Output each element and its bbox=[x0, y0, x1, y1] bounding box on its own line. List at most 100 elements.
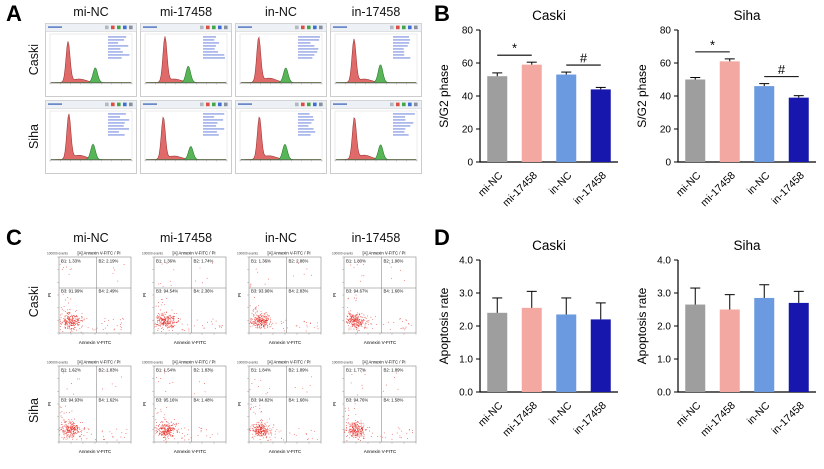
panel-d-apoptosis-bar-charts: Caski Apoptosis rate 0.0 1.0 2.0 3.0 4.0 mi-NC m… bbox=[436, 234, 822, 464]
scatter-ylabel: PI bbox=[142, 293, 147, 297]
dot-cloud bbox=[59, 369, 128, 441]
quadrant-label-b4: B4: 1.66% bbox=[384, 289, 404, 294]
stats-text-line bbox=[298, 57, 313, 59]
flow-histogram-cell bbox=[140, 100, 232, 174]
x-tick-label: mi-17458 bbox=[698, 400, 738, 440]
toolbar-icon bbox=[224, 102, 228, 107]
toolbar-icon bbox=[390, 102, 394, 107]
quadrant-label-b3: B3: 94.82% bbox=[251, 398, 273, 403]
stats-text-line bbox=[393, 134, 409, 136]
quadrant-label-b2: B2: 2.19% bbox=[99, 259, 119, 264]
bar-chart-d-siha: Siha Apoptosis rate 0.0 1.0 2.0 3.0 4.0 mi-NCmi… bbox=[635, 238, 816, 440]
toolbar-icon bbox=[218, 25, 222, 30]
flow-histogram-cell bbox=[45, 23, 137, 97]
y-tick-label: 40 bbox=[660, 92, 672, 103]
stats-text-line bbox=[203, 122, 218, 124]
quadrant-label-b3: B3: 93.96% bbox=[251, 289, 273, 294]
y-tick-label: 0 bbox=[467, 158, 473, 169]
y-tick-label: 4.0 bbox=[459, 256, 473, 267]
scatter-xlabel: Annexin V-FITC bbox=[364, 449, 397, 454]
scatter-xlabel: Annexin V-FITC bbox=[269, 340, 302, 345]
y-tick-label: 20 bbox=[660, 125, 672, 136]
flow-histogram bbox=[45, 100, 137, 174]
toolbar-icon bbox=[295, 102, 299, 107]
stats-text-line bbox=[298, 51, 318, 53]
flow-histogram bbox=[330, 100, 422, 174]
flow-histogram bbox=[140, 100, 232, 174]
stats-text-line bbox=[298, 125, 309, 127]
toolbar-icon bbox=[206, 102, 210, 107]
apoptosis-scatter-plot: 100000 events [A] Annexin V-FITC / PI B1: … bbox=[237, 360, 322, 454]
flow-histogram-cell bbox=[235, 23, 327, 97]
apoptosis-scatter-cell: 100000 events [A] Annexin V-FITC / PI B1: … bbox=[235, 358, 327, 464]
stats-text-line bbox=[298, 113, 310, 115]
toolbar-icon bbox=[396, 25, 400, 30]
scatter-title: [A] Annexin V-FITC / PI bbox=[172, 360, 215, 365]
toolbar-icon bbox=[414, 25, 418, 30]
significance-marker: # bbox=[778, 62, 786, 77]
bar-in-17458 bbox=[788, 97, 809, 162]
bar-mi-NC bbox=[487, 312, 508, 392]
toolbar-icon bbox=[218, 102, 222, 107]
chart-title: Caski bbox=[532, 8, 566, 23]
g2-peak bbox=[51, 143, 131, 160]
bar-mi-17458 bbox=[719, 309, 740, 392]
stats-text-line bbox=[203, 128, 225, 130]
dot-cloud bbox=[154, 262, 223, 332]
toolbar-icon bbox=[224, 25, 228, 30]
stats-text-line bbox=[393, 48, 404, 50]
significance-marker: * bbox=[710, 37, 715, 52]
stats-text-line bbox=[393, 131, 405, 133]
stats-text-line bbox=[203, 45, 216, 47]
stats-text-line bbox=[108, 54, 130, 56]
stats-text-line bbox=[108, 113, 126, 115]
toolbar-icon bbox=[206, 25, 210, 30]
events-label: 100000 events bbox=[142, 361, 163, 365]
bar-chart-d-caski: Caski Apoptosis rate 0.0 1.0 2.0 3.0 4.0 mi-NCm… bbox=[437, 238, 618, 439]
bar-in-NC bbox=[754, 86, 775, 162]
quadrant-label-b2: B2: 1.89% bbox=[289, 368, 309, 373]
stats-text-line bbox=[108, 42, 119, 44]
bar-in-17458 bbox=[788, 302, 809, 392]
toolbar-icon bbox=[301, 25, 305, 30]
apoptosis-scatter-plot: 100000 events [A] Annexin V-FITC / PI B1: … bbox=[142, 251, 227, 345]
stats-text-line bbox=[203, 131, 217, 133]
g2-peak bbox=[146, 146, 226, 160]
stats-text-line bbox=[298, 39, 320, 41]
scatter-xlabel: Annexin V-FITC bbox=[364, 340, 397, 345]
quadrant-label-b3: B3: 94.93% bbox=[61, 398, 83, 403]
g2-peak bbox=[51, 67, 131, 83]
panel-a-cell-cycle-histograms: mi-NC mi-17458 in-NC in-17458 Caski Siha bbox=[26, 4, 430, 174]
y-axis-label: Apoptosis rate bbox=[635, 287, 649, 364]
toolbar-icon bbox=[414, 102, 418, 107]
quadrant-label-b4: B4: 1.58% bbox=[384, 398, 404, 403]
row-label-caski: Caski bbox=[27, 44, 41, 76]
stats-text-line bbox=[393, 39, 411, 41]
flow-histogram-cell bbox=[330, 100, 422, 174]
y-axis-label: Apoptosis rate bbox=[437, 287, 451, 364]
column-header-mi-NC: mi-NC bbox=[73, 231, 109, 245]
toolbar-icon bbox=[200, 25, 204, 30]
stats-text-line bbox=[393, 116, 406, 118]
toolbar-icon bbox=[123, 25, 127, 30]
y-tick-label: 80 bbox=[660, 26, 672, 37]
stats-text-line bbox=[108, 51, 123, 53]
panel-b-sg2-bar-charts: Caski S/G2 phase 0 20 40 60 80 mi-NC mi-17458 in-… bbox=[436, 4, 822, 224]
toolbar-icon bbox=[301, 102, 305, 107]
scatter-title: [A] Annexin V-FITC / PI bbox=[267, 251, 310, 256]
g2-peak bbox=[241, 143, 321, 160]
stats-text-line bbox=[108, 122, 125, 124]
stats-text-line bbox=[393, 45, 408, 47]
stats-text-line bbox=[393, 57, 411, 59]
scatter-xlabel: Annexin V-FITC bbox=[174, 340, 207, 345]
x-tick-label: in-17458 bbox=[769, 400, 806, 437]
significance-marker: # bbox=[580, 51, 588, 66]
toolbar-icon bbox=[111, 102, 115, 107]
scatter-ylabel: PI bbox=[237, 402, 242, 406]
events-label: 100000 events bbox=[47, 361, 68, 365]
apoptosis-scatter-plot: 100000 events [A] Annexin V-FITC / PI B1: … bbox=[332, 360, 417, 454]
toolbar-icon bbox=[129, 25, 133, 30]
stats-text-line bbox=[298, 45, 315, 47]
stats-text-line bbox=[298, 36, 320, 38]
